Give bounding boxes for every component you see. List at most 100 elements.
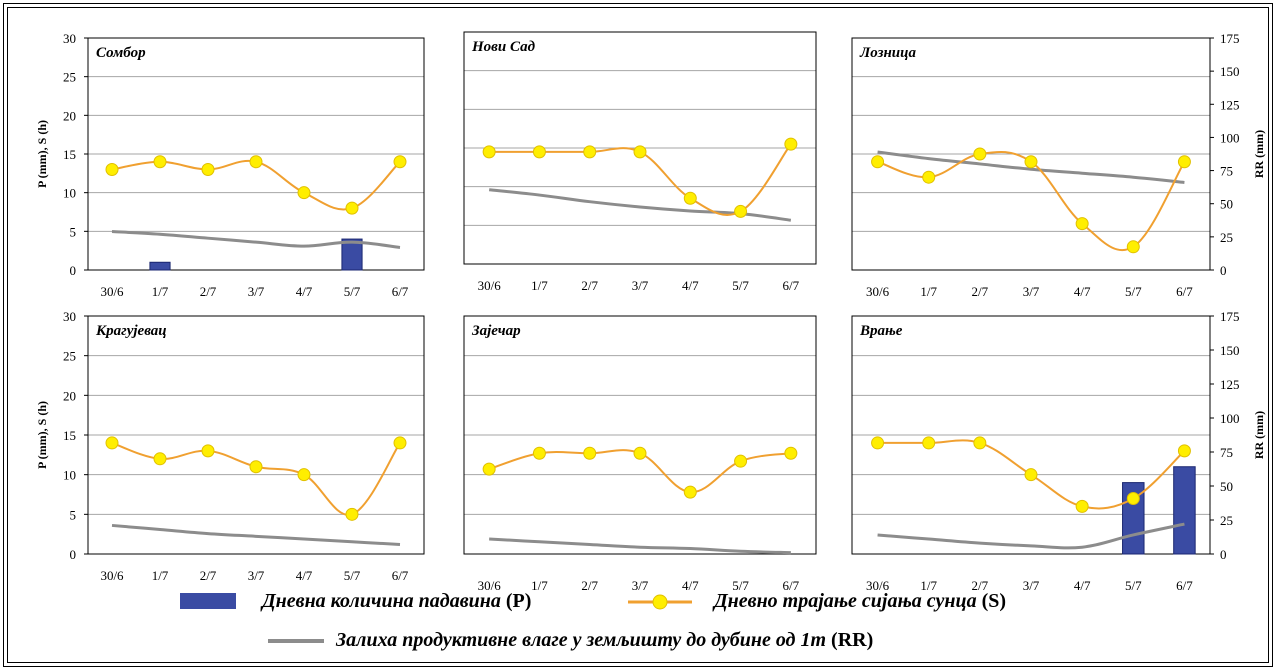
x-tick-label: 5/7: [1125, 284, 1142, 299]
legend-sun-label: Дневно трајање сијања сунца: [714, 590, 977, 612]
x-tick-label: 1/7: [920, 578, 937, 593]
x-tick-label: 30/6: [478, 278, 502, 293]
x-tick-label: 3/7: [248, 284, 265, 299]
y-tick-label: 5: [70, 507, 77, 522]
y-tick-label: 0: [70, 263, 77, 278]
sunshine-point: [633, 145, 647, 159]
x-tick-label: 6/7: [392, 568, 409, 583]
x-tick-label: 2/7: [200, 568, 217, 583]
x-tick-label: 2/7: [200, 284, 217, 299]
x-tick-label: 30/6: [478, 578, 502, 593]
chart-panel: 0 5 10 15 20 25 30 P (mm), S (h) 30/6 1/7 2/7 3/7 4/…: [35, 31, 425, 299]
x-tick-label: 30/6: [100, 284, 124, 299]
y2-axis-label: RR (mm): [1252, 130, 1266, 178]
x-tick-label: 6/7: [1176, 578, 1193, 593]
plot-frame: [463, 315, 817, 555]
x-tick-label: 5/7: [732, 278, 749, 293]
y-tick-label: 20: [63, 388, 76, 403]
y-tick-label: 30: [63, 309, 76, 324]
chart-panel: 0 25 50 75 100 125 150 175 RR (mm) 30/6 1/7 2/7 3/7 4…: [851, 31, 1266, 299]
sunshine-point: [922, 436, 936, 450]
sunshine-point: [532, 145, 546, 159]
legend-sun-swatch: [628, 594, 692, 610]
x-tick-label: 3/7: [1023, 284, 1040, 299]
x-tick-label: 4/7: [296, 568, 313, 583]
sunshine-point: [249, 155, 263, 169]
station-title: Лозница: [859, 45, 916, 61]
y-tick-label: 15: [63, 147, 76, 162]
y2-tick-label: 25: [1220, 230, 1233, 245]
sunshine-point: [105, 436, 119, 450]
precip-bar: [1173, 466, 1196, 555]
sunshine-point: [734, 204, 748, 218]
x-tick-label: 1/7: [152, 284, 169, 299]
y2-tick-label: 175: [1220, 31, 1240, 46]
sunshine-point: [201, 444, 215, 458]
sunshine-line: [111, 441, 401, 516]
station-title: Нови Сад: [471, 39, 536, 55]
soil-moisture-line: [877, 150, 1185, 184]
station-title: Врање: [859, 323, 903, 339]
y2-tick-label: 150: [1220, 64, 1240, 79]
plot-frame: [851, 37, 1211, 271]
y2-tick-label: 50: [1220, 197, 1233, 212]
x-tick-label: 5/7: [1125, 578, 1142, 593]
x-tick-label: 6/7: [392, 284, 409, 299]
x-tick-label: 1/7: [531, 278, 548, 293]
sunshine-point: [633, 446, 647, 460]
sunshine-point: [393, 155, 407, 169]
y2-tick-label: 125: [1220, 97, 1240, 112]
y2-tick-label: 100: [1220, 130, 1240, 145]
x-tick-label: 30/6: [100, 568, 124, 583]
sunshine-point: [345, 201, 359, 215]
sunshine-point: [1075, 217, 1089, 231]
y-axis-label: P (mm), S (h): [35, 120, 49, 188]
soil-moisture-line: [488, 188, 792, 222]
y2-tick-label: 25: [1220, 513, 1233, 528]
x-tick-label: 2/7: [972, 284, 989, 299]
sunshine-point: [1126, 491, 1140, 505]
legend-precip-code: (P): [505, 590, 532, 612]
sunshine-point: [393, 436, 407, 450]
sunshine-point: [532, 446, 546, 460]
chart-panel: 0 25 50 75 100 125 150 175 RR (mm) 30/6 1/7 2/7 3/7 4…: [851, 309, 1266, 593]
y-tick-label: 30: [63, 31, 76, 46]
x-tick-label: 2/7: [972, 578, 989, 593]
sunshine-point: [784, 137, 798, 151]
x-tick-label: 3/7: [1023, 578, 1040, 593]
sunshine-point: [583, 145, 597, 159]
sunshine-point: [973, 436, 987, 450]
x-tick-label: 1/7: [531, 578, 548, 593]
x-tick-label: 30/6: [866, 578, 890, 593]
y-tick-label: 25: [63, 349, 76, 364]
legend-soil: Залиха продуктивне влаге у земљишту до д…: [336, 629, 873, 652]
legend-precip-swatch: [180, 593, 236, 609]
x-tick-label: 2/7: [581, 278, 598, 293]
legend-sun: Дневно трајање сијања сунца (S): [714, 590, 1006, 613]
sunshine-point: [153, 155, 167, 169]
legend-sun-code: (S): [981, 590, 1007, 612]
sunshine-point: [249, 460, 263, 474]
sunshine-point: [871, 436, 885, 450]
x-tick-label: 4/7: [682, 278, 699, 293]
precip-bar: [149, 261, 171, 271]
y-tick-label: 20: [63, 108, 76, 123]
y2-tick-label: 175: [1220, 309, 1240, 324]
x-tick-label: 30/6: [866, 284, 890, 299]
sunshine-point: [871, 155, 885, 169]
sunshine-point: [1075, 499, 1089, 513]
y2-tick-label: 75: [1220, 445, 1233, 460]
x-tick-label: 2/7: [581, 578, 598, 593]
y2-tick-label: 50: [1220, 479, 1233, 494]
station-title: Зајечар: [471, 323, 521, 339]
legend-soil-label: Залиха продуктивне влаге у земљишту до д…: [336, 629, 827, 651]
x-tick-label: 6/7: [783, 278, 800, 293]
y2-tick-label: 0: [1220, 547, 1227, 562]
sunshine-point: [784, 446, 798, 460]
x-tick-label: 1/7: [152, 568, 169, 583]
x-tick-label: 6/7: [1176, 284, 1193, 299]
x-tick-label: 4/7: [682, 578, 699, 593]
sunshine-point: [1024, 155, 1038, 169]
y-tick-label: 10: [63, 468, 76, 483]
